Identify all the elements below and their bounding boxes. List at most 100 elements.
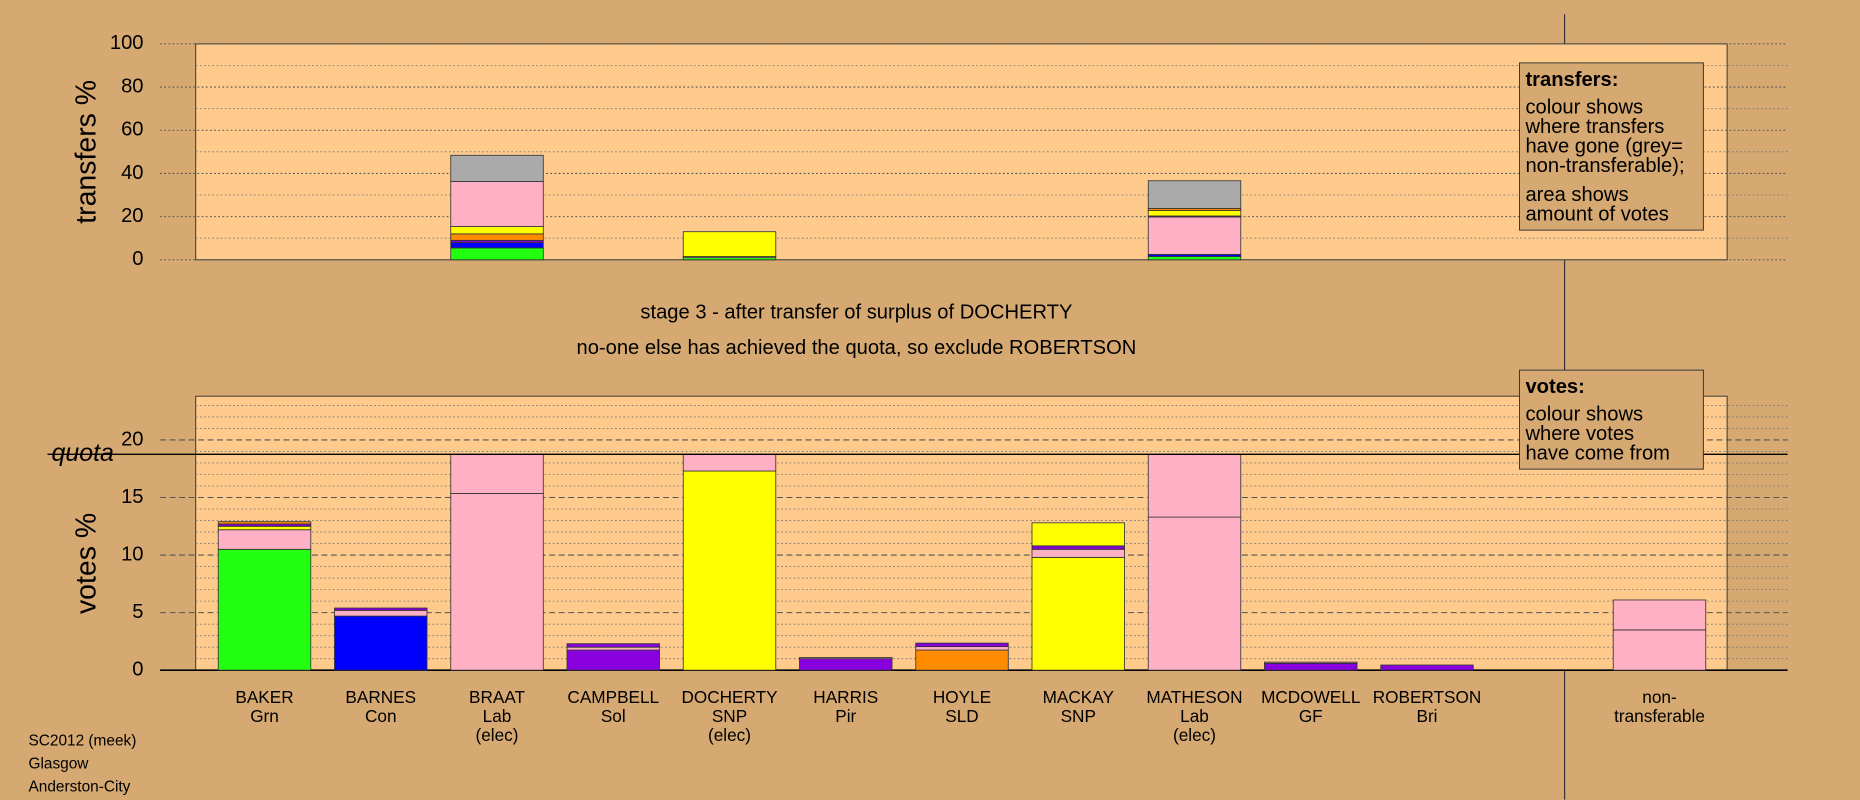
bar-segment	[1147, 516, 1242, 671]
legend-text: have gone (grey=	[1525, 135, 1682, 157]
legend-title: votes:	[1525, 376, 1584, 398]
x-tick-label: Lab	[483, 706, 512, 726]
x-tick-label: BARNES	[345, 687, 416, 707]
bar-segment	[217, 521, 312, 525]
y-tick-label: 80	[121, 75, 143, 97]
legend-text: where votes	[1524, 423, 1634, 445]
bar-segment	[1031, 556, 1125, 671]
bar-segment	[1380, 664, 1474, 671]
x-tick-label: BRAAT	[469, 687, 526, 707]
x-tick-label: Lab	[1180, 706, 1209, 726]
bar-segment	[450, 493, 544, 671]
x-tick-label: HOYLE	[933, 687, 991, 707]
x-tick-label: Con	[365, 706, 397, 726]
bar-segment	[450, 247, 544, 261]
x-tick-label: Sol	[601, 706, 626, 726]
bar-segment	[1031, 545, 1125, 550]
y-tick-label: 15	[121, 486, 143, 508]
x-tick-label: Grn	[250, 706, 279, 726]
bar-segment	[566, 649, 660, 671]
bar-segment	[1612, 629, 1707, 671]
bar-segment	[1031, 522, 1125, 547]
bar-segment	[450, 233, 544, 241]
y-tick-label: 20	[121, 428, 143, 450]
y-tick-label: 100	[110, 32, 144, 54]
bar-segment	[682, 470, 777, 671]
y-tick-label: 20	[121, 205, 143, 227]
legend-text: where transfers	[1524, 116, 1664, 138]
bar-segment	[1031, 548, 1125, 558]
bar-segment	[450, 154, 544, 182]
legend-title: transfers:	[1525, 69, 1618, 91]
x-tick-label: MACKAY	[1043, 687, 1115, 707]
legend-text: area shows	[1525, 184, 1628, 206]
bar-segment	[566, 646, 660, 651]
bar-segment	[799, 658, 893, 671]
bar-segment	[450, 453, 544, 494]
legend-text: non-transferable);	[1525, 155, 1684, 177]
x-tick-label: transferable	[1614, 706, 1705, 726]
x-tick-label: non-	[1642, 687, 1676, 707]
bar-segment	[450, 180, 544, 227]
y-tick-label: 60	[121, 119, 143, 141]
x-tick-label: SNP	[712, 706, 747, 726]
x-tick-label: GF	[1299, 706, 1323, 726]
bar-segment	[1612, 599, 1707, 631]
bar-segment	[915, 649, 1009, 671]
bar-segment	[1147, 453, 1242, 518]
bar-segment	[334, 607, 428, 611]
y-tick-label: 10	[121, 543, 143, 565]
x-tick-label: SLD	[945, 706, 978, 726]
bar-segment	[217, 529, 312, 550]
x-tick-label: (elec)	[1173, 725, 1216, 745]
bar-segment	[450, 242, 544, 249]
x-tick-label: BAKER	[235, 687, 293, 707]
bar-segment	[566, 643, 660, 648]
x-tick-label: SNP	[1061, 706, 1096, 726]
bar-segment	[1264, 661, 1358, 664]
legend-text: colour shows	[1525, 96, 1643, 118]
title: stage 3 - after transfer of surplus of D…	[640, 301, 1072, 323]
bar-segment	[334, 615, 428, 671]
legend-text: have come from	[1525, 443, 1670, 465]
footer-text: SC2012 (meek)	[28, 732, 136, 749]
y-tick-label: 40	[121, 162, 143, 184]
legend-text: colour shows	[1525, 403, 1643, 425]
bar-segment	[1264, 662, 1358, 671]
x-tick-label: (elec)	[476, 725, 519, 745]
legend-box	[1519, 369, 1704, 470]
bar-segment	[217, 548, 312, 671]
x-tick-label: Bri	[1416, 706, 1437, 726]
bar-segment	[682, 231, 777, 257]
footer-text: Anderston-City	[28, 779, 130, 796]
x-tick-label: MCDOWELL	[1261, 687, 1360, 707]
x-tick-label: ROBERTSON	[1373, 687, 1482, 707]
footer-text: Glasgow	[28, 756, 89, 773]
y-tick-label: 0	[132, 248, 143, 270]
bar-segment	[1147, 180, 1242, 209]
x-tick-label: DOCHERTY	[681, 687, 778, 707]
bar-segment	[1147, 210, 1242, 217]
y-tick-label: 0	[132, 659, 143, 681]
bar-segment	[1147, 256, 1242, 261]
y-axis-label: transfers %	[70, 80, 102, 224]
bar-segment	[450, 226, 544, 235]
bar-segment	[217, 525, 312, 531]
legend-text: amount of votes	[1525, 204, 1668, 226]
bar-segment	[915, 646, 1009, 651]
x-tick-label: HARRIS	[813, 687, 878, 707]
quota-label: quota	[52, 439, 114, 467]
bar-segment	[1147, 216, 1242, 255]
title: no-one else has achieved the quota, so e…	[577, 337, 1137, 359]
x-tick-label: CAMPBELL	[567, 687, 659, 707]
bar-segment	[334, 609, 428, 617]
bar-segment	[915, 642, 1009, 648]
y-axis-label: votes %	[70, 513, 102, 614]
y-tick-label: 5	[132, 601, 143, 623]
bar-segment	[682, 453, 777, 472]
x-tick-label: Pir	[835, 706, 856, 726]
x-tick-label: MATHESON	[1146, 687, 1242, 707]
legend-box	[1519, 62, 1704, 231]
